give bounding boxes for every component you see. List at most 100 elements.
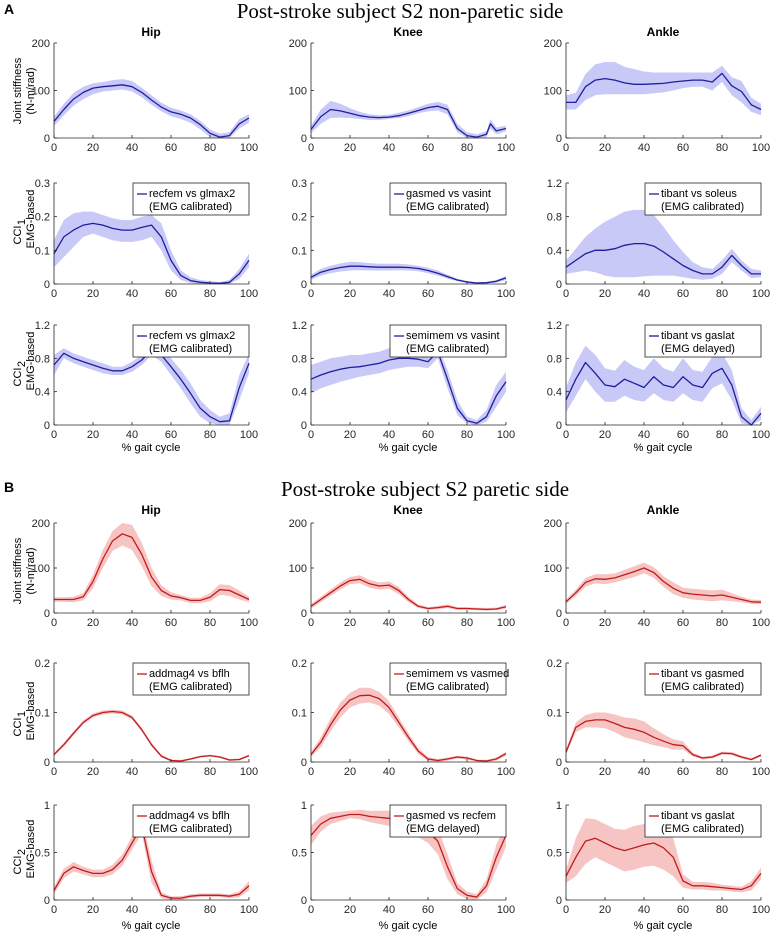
col-title-knee-a: Knee xyxy=(393,25,423,39)
mean-line xyxy=(53,825,250,899)
y-tick-label: 0.1 xyxy=(547,708,562,720)
x-tick-label: 100 xyxy=(240,904,258,916)
subplot-b-ankle-1: 0 0.1 0.2 0 20 40 60 80 100 tibant vs gasmed(EMG … xyxy=(547,658,770,778)
legend: tibant vs soleus(EMG calibrated) xyxy=(644,182,762,216)
legend-label: semimem vs vasint xyxy=(406,330,500,342)
legend-sublabel: (EMG calibrated) xyxy=(406,343,489,355)
row-label-cci2-main: CCI xyxy=(12,856,24,875)
y-tick-label: 100 xyxy=(544,563,562,575)
legend-box xyxy=(389,182,507,216)
xlabel-a-knee: % gait cycle xyxy=(379,442,438,454)
x-tick-label: 80 xyxy=(461,766,473,778)
x-tick-label: 20 xyxy=(344,904,356,916)
x-tick-label: 0 xyxy=(308,288,314,300)
x-tick-label: 60 xyxy=(422,766,434,778)
subplot-a-ankle-2: 0 0.4 0.8 1.2 0 20 40 60 80 100 tibant vs gaslat(E… xyxy=(547,320,770,441)
x-tick-label: 0 xyxy=(51,288,57,300)
y-tick-label: 0.4 xyxy=(547,387,562,399)
x-tick-label: 0 xyxy=(563,904,569,916)
legend-box xyxy=(389,804,507,838)
y-tick-label: 1 xyxy=(44,800,50,812)
x-tick-label: 20 xyxy=(599,142,611,154)
y-tick-label: 0 xyxy=(301,757,307,769)
y-tick-label: 100 xyxy=(32,86,50,98)
y-tick-label: 0.4 xyxy=(547,245,562,257)
x-tick-label: 40 xyxy=(638,904,650,916)
y-tick-label: 0.8 xyxy=(547,353,562,365)
legend: gasmed vs vasint(EMG calibrated) xyxy=(389,182,507,216)
y-tick-label: 1.2 xyxy=(547,178,562,190)
x-tick-label: 0 xyxy=(308,617,314,629)
subplot-b-ankle-0: 0 100 200 0 20 40 60 80 100 xyxy=(544,518,770,629)
row-label-cci1-b: CCI 1 EMG-based xyxy=(12,682,37,741)
x-tick-label: 40 xyxy=(638,429,650,441)
x-tick-label: 100 xyxy=(752,904,770,916)
col-title-hip-a: Hip xyxy=(141,25,160,39)
x-tick-label: 80 xyxy=(461,142,473,154)
subplot-b-hip-1: 0 0.1 0.2 0 20 40 60 80 100 addmag4 vs bflh(EMG c… xyxy=(35,658,258,778)
x-tick-label: 60 xyxy=(422,288,434,300)
legend-label: addmag4 vs bflh xyxy=(149,810,230,822)
row-label-stiffness-a: Joint stiffness (N-m/rad) xyxy=(12,57,37,124)
x-tick-label: 100 xyxy=(497,288,515,300)
x-tick-label: 100 xyxy=(240,766,258,778)
mean-line xyxy=(566,72,762,111)
y-tick-label: 0.2 xyxy=(35,212,50,224)
x-tick-label: 100 xyxy=(497,142,515,154)
legend-label: tibant vs gasmed xyxy=(661,668,744,680)
legend: tibant vs gaslat(EMG delayed) xyxy=(644,324,762,358)
x-tick-label: 100 xyxy=(752,142,770,154)
xlabel-b-hip: % gait cycle xyxy=(122,920,181,932)
x-tick-label: 40 xyxy=(126,288,138,300)
sd-band xyxy=(311,100,506,138)
y-tick-label: 0 xyxy=(44,420,50,432)
mean-line xyxy=(310,105,507,138)
mean-line xyxy=(53,84,250,138)
x-tick-label: 20 xyxy=(599,904,611,916)
x-tick-label: 100 xyxy=(497,617,515,629)
legend-box xyxy=(132,324,250,358)
y-tick-label: 0.4 xyxy=(35,387,50,399)
legend: tibant vs gasmed(EMG calibrated) xyxy=(644,662,762,696)
mean-line xyxy=(565,719,762,761)
legend-label: tibant vs soleus xyxy=(661,188,737,200)
legend-label: gasmed vs recfem xyxy=(406,810,496,822)
x-tick-label: 60 xyxy=(165,142,177,154)
x-tick-label: 80 xyxy=(461,288,473,300)
row-label-cci2-line2: EMG-based xyxy=(25,820,37,879)
y-tick-label: 0 xyxy=(301,420,307,432)
y-tick-label: 0 xyxy=(556,895,562,907)
y-tick-label: 200 xyxy=(289,38,307,50)
x-tick-label: 40 xyxy=(126,617,138,629)
y-tick-label: 0 xyxy=(301,133,307,145)
x-tick-label: 80 xyxy=(716,142,728,154)
x-tick-label: 20 xyxy=(87,429,99,441)
row-label-cci2-sub: 2 xyxy=(16,849,28,855)
x-tick-label: 60 xyxy=(422,617,434,629)
row-label-cci2-b: CCI 2 EMG-based xyxy=(12,820,37,879)
row-label-stiffness-line2: (N-m/rad) xyxy=(25,67,37,114)
legend: recfem vs glmax2(EMG calibrated) xyxy=(132,324,250,358)
x-tick-label: 20 xyxy=(87,288,99,300)
legend-label: tibant vs gaslat xyxy=(661,810,734,822)
x-tick-label: 60 xyxy=(422,142,434,154)
subplot-b-hip-2: 0 0.5 1 0 20 40 60 80 100 addmag4 vs bflh(EMG cal… xyxy=(35,800,258,916)
mean-line xyxy=(565,567,762,603)
y-tick-label: 1 xyxy=(301,800,307,812)
legend-box xyxy=(389,662,507,696)
x-tick-label: 100 xyxy=(240,429,258,441)
sd-band xyxy=(54,523,249,604)
subplot-b-knee-2: 0 0.5 1 0 20 40 60 80 100 gasmed vs recfem(EMG de… xyxy=(292,800,515,916)
row-label-cci1-sub: 1 xyxy=(16,711,28,717)
y-tick-label: 0.2 xyxy=(292,212,307,224)
x-tick-label: 100 xyxy=(240,288,258,300)
x-tick-label: 0 xyxy=(563,617,569,629)
mean-line xyxy=(565,361,762,426)
legend-sublabel: (EMG calibrated) xyxy=(406,681,489,693)
x-tick-label: 0 xyxy=(308,904,314,916)
row-label-cci1-sub: 1 xyxy=(16,219,28,225)
legend-box xyxy=(389,324,507,358)
y-tick-label: 1.2 xyxy=(292,320,307,332)
x-tick-label: 0 xyxy=(51,429,57,441)
x-tick-label: 40 xyxy=(638,288,650,300)
